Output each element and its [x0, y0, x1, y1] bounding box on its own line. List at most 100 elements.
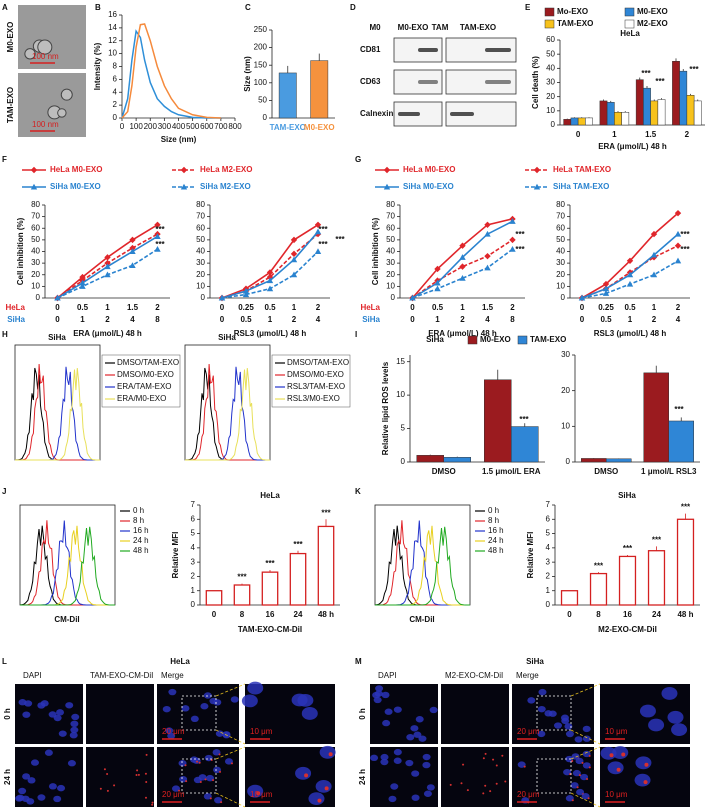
tem-image [18, 73, 86, 137]
nucleus [214, 796, 223, 804]
y-tick-label: 0 [191, 600, 196, 609]
x-tick-label: 2 [685, 130, 690, 139]
blot-row: CD81 [360, 45, 381, 54]
nucleus [563, 768, 572, 776]
nucleus [575, 757, 584, 765]
row-label: 24 h [358, 769, 367, 785]
blot-band [398, 112, 420, 116]
marker [154, 245, 161, 252]
dye-spot [581, 761, 584, 764]
flow-title: SiHa [218, 333, 236, 342]
panel-label: K [355, 487, 361, 496]
legend-box [271, 354, 351, 408]
annotation: *** [674, 405, 684, 414]
marker [290, 236, 298, 244]
panel-label: E [525, 3, 531, 12]
legend-swatch [544, 7, 555, 17]
marker [104, 271, 111, 278]
x-axis-label: Size (nm) [161, 135, 197, 144]
nucleus [206, 774, 215, 782]
dye-spot [220, 801, 223, 804]
x-axis-label: CM-DiI [54, 615, 79, 624]
marker [290, 250, 298, 258]
dye-spot [449, 783, 452, 786]
nucleus [574, 736, 583, 743]
y-tick-label: 80 [556, 200, 565, 209]
marker [290, 256, 298, 263]
dye-spot [621, 752, 626, 757]
x-tick-label: 0 [220, 303, 225, 312]
y-tick-label: 60 [546, 35, 555, 44]
bar [585, 117, 593, 126]
blot-row: Calnexin [360, 109, 393, 118]
y-tick-label: 12 [108, 36, 117, 45]
micrograph [441, 684, 509, 744]
y-axis-label: Size (nm) [243, 56, 252, 92]
legend-label: SiHa TAM-EXO [553, 182, 609, 191]
x-axis-label: RSL3 (μmol/L) 48 h [594, 329, 667, 338]
nucleus [517, 761, 526, 768]
x-tick-label: 2 [155, 303, 160, 312]
dye-spot [113, 784, 116, 787]
nucleus [181, 705, 190, 712]
marker [509, 218, 516, 224]
x-tick-label: 0 [410, 303, 415, 312]
legend-label: 24 h [133, 536, 149, 545]
y-tick-label: 30 [386, 258, 395, 267]
y-tick-label: 30 [561, 350, 570, 359]
legend-label: DMSO/M0-EXO [287, 370, 344, 379]
nucleus [607, 761, 624, 775]
dye-spot [184, 764, 187, 767]
nucleus [44, 749, 53, 756]
nucleus [370, 754, 379, 762]
annotation: *** [623, 544, 633, 553]
marker [434, 279, 441, 286]
nucleus [561, 717, 570, 725]
nucleus [319, 745, 336, 759]
nucleus [406, 733, 415, 741]
x-tick-label: 48 h [677, 610, 693, 619]
x-tick-label: 8 [596, 610, 601, 619]
legend-label: DMSO/TAM-EXO [117, 358, 179, 367]
legend-label: DMSO/M0-EXO [117, 370, 174, 379]
bar [679, 70, 688, 126]
nucleus [570, 782, 579, 789]
x-axis-label: ERA (μmol/L) 48 h [73, 329, 142, 338]
dye-spot [196, 760, 199, 763]
nucleus [565, 795, 574, 802]
x-tick-label: 48 h [318, 610, 334, 619]
nucleus [295, 766, 312, 780]
dye-spot [616, 767, 621, 772]
x-tick-label: 0.25 [598, 303, 614, 312]
y-tick-label: 10 [546, 106, 555, 115]
y-tick-label: 0 [36, 293, 41, 302]
flow-title: SiHa [48, 333, 66, 342]
nucleus [18, 787, 27, 795]
dye-spot [144, 796, 147, 799]
marker [533, 183, 541, 190]
bar [317, 525, 335, 606]
bar [484, 379, 512, 463]
dye-spot [576, 786, 579, 789]
x-tick-label: M0-EXO [304, 123, 335, 132]
x-tick-label: 2 [105, 315, 110, 324]
dye-spot [466, 789, 469, 792]
bar [643, 372, 669, 463]
nucleus [203, 692, 212, 699]
y-tick-label: 20 [386, 270, 395, 279]
nucleus [67, 760, 76, 767]
y-tick-label: 10 [396, 390, 405, 399]
dye-spot [178, 789, 181, 792]
legend-label: 16 h [488, 526, 504, 535]
nucleus [18, 699, 27, 706]
nucleus [572, 769, 581, 777]
column-label: Merge [161, 671, 184, 680]
bar [693, 100, 702, 126]
dye-spot [136, 769, 139, 772]
bar [570, 117, 579, 126]
nucleus [410, 725, 419, 732]
scale-bar-label: 20 μm [517, 790, 540, 799]
panel-label: F [2, 155, 7, 164]
marker [180, 166, 188, 174]
dye-spot [99, 787, 102, 790]
